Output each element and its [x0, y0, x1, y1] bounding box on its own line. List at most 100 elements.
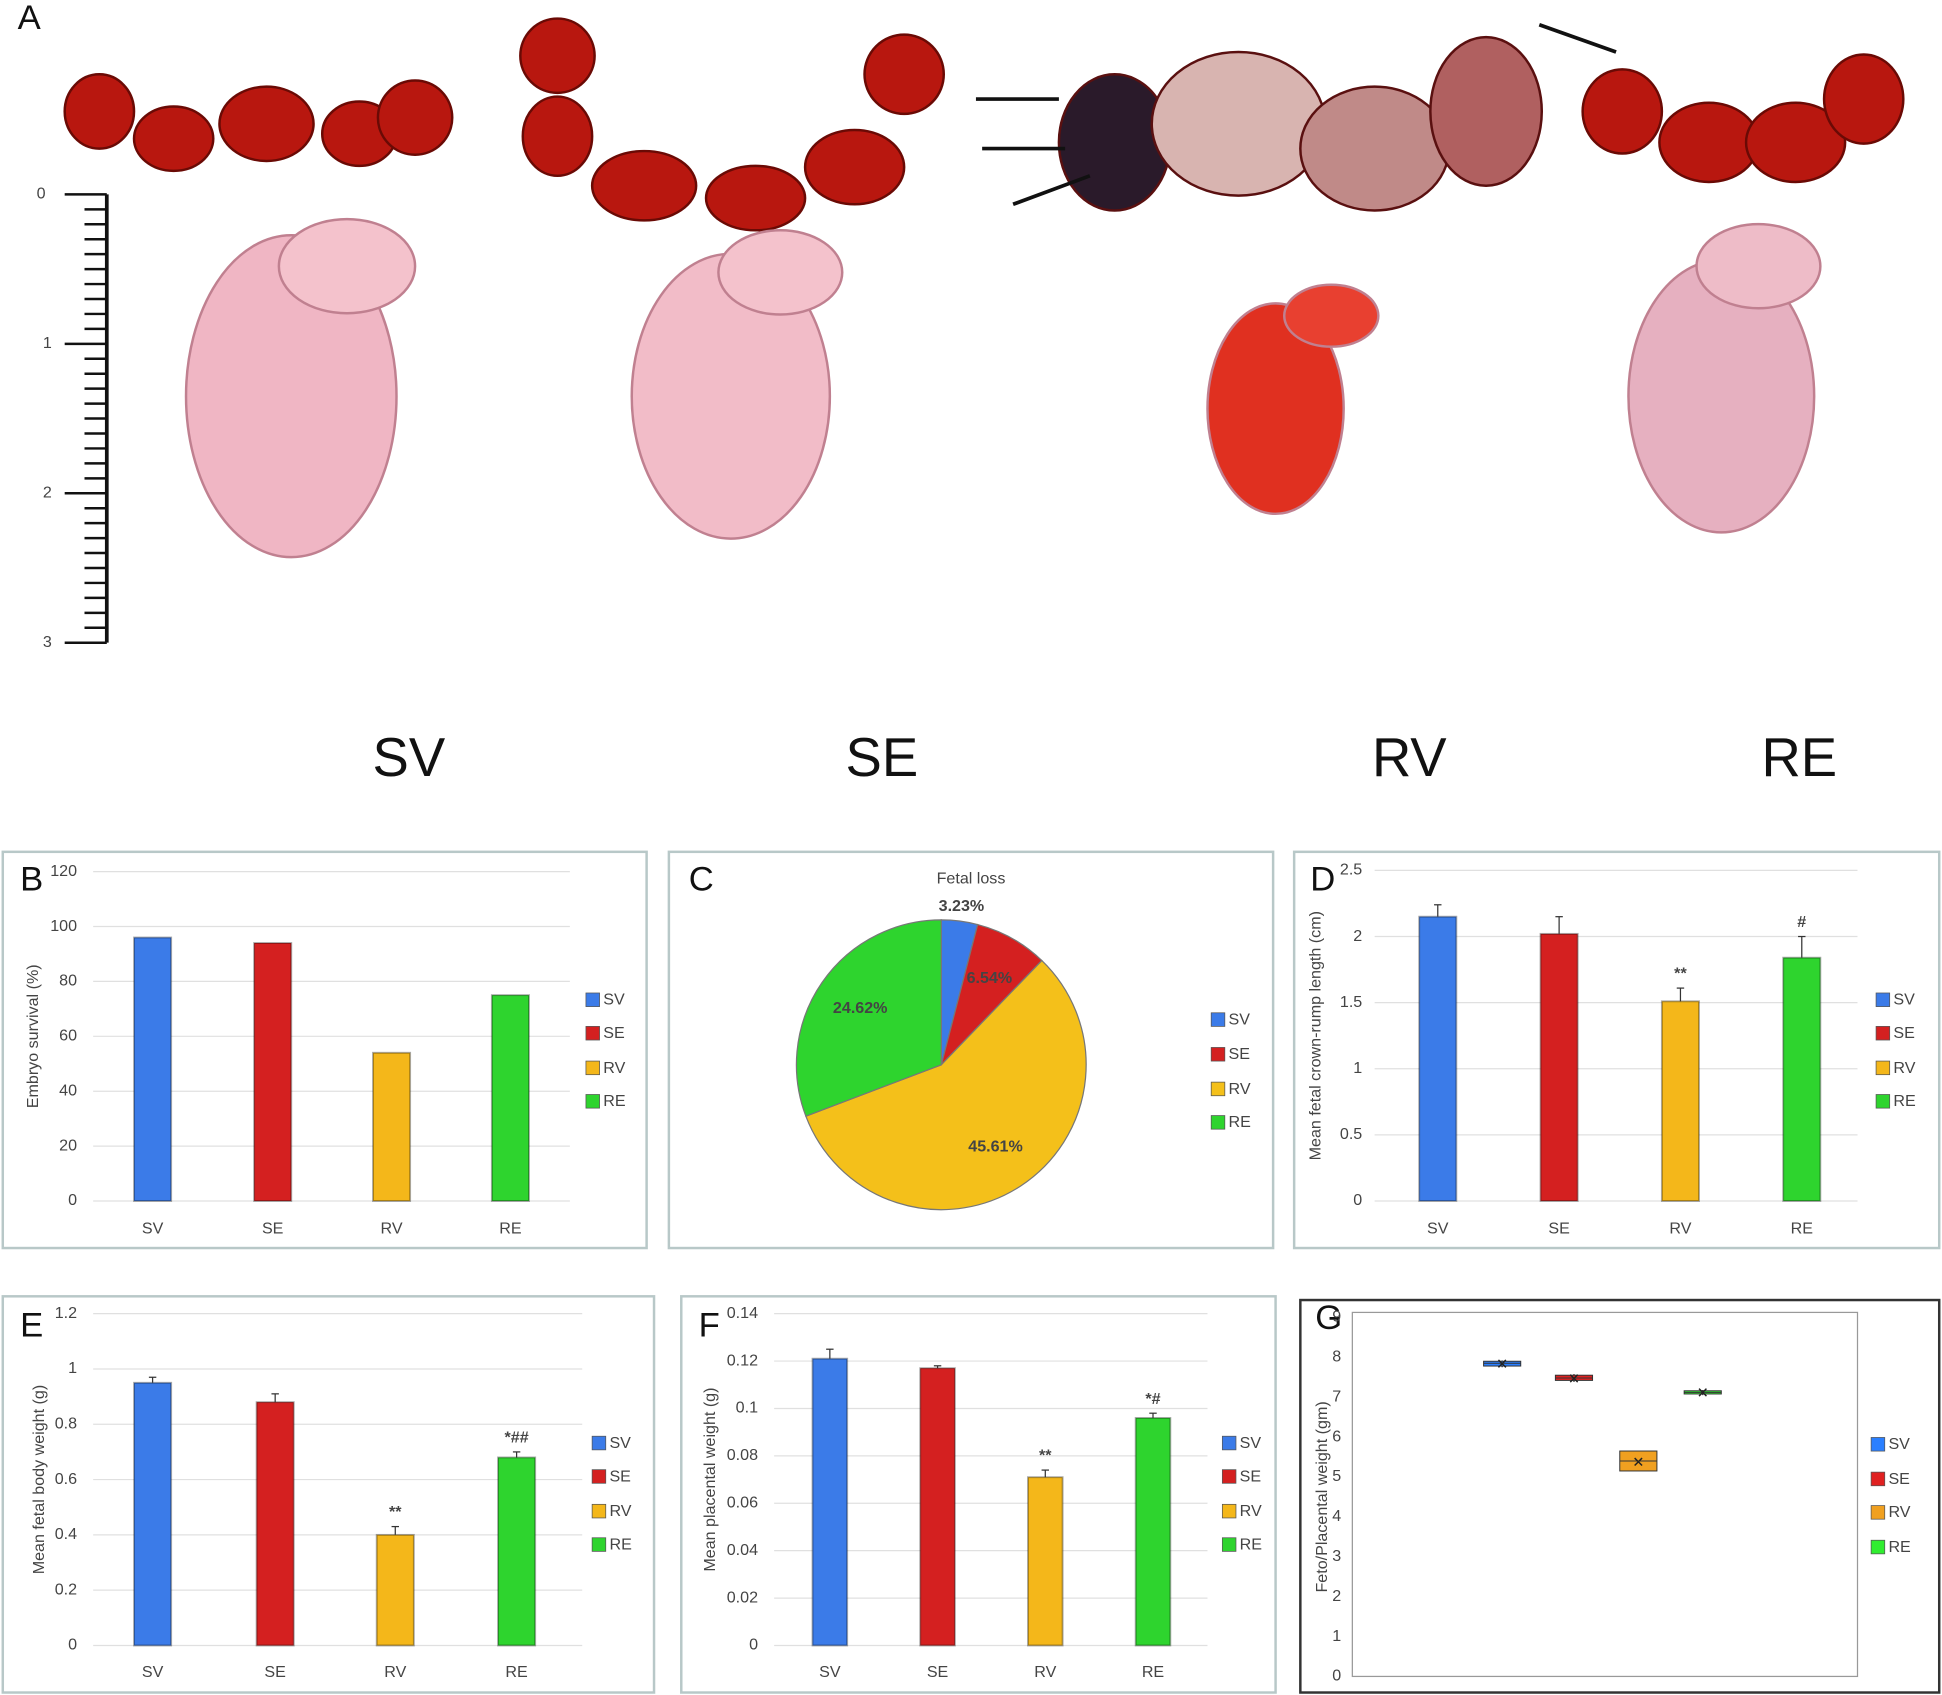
y-tick-label: 5 [1332, 1467, 1341, 1485]
legend-label: RE [609, 1535, 632, 1553]
bar [1134, 1417, 1172, 1647]
pie-slice [795, 919, 942, 1118]
y-tick-label: 0.14 [727, 1304, 758, 1322]
y-tick-label: 0 [749, 1636, 758, 1654]
legend-label: RE [1893, 1092, 1916, 1110]
x-tick-label: SV [142, 1220, 164, 1238]
bar [375, 1533, 415, 1647]
legend-swatch [1221, 1537, 1237, 1552]
arrows [975, 23, 1617, 207]
panel-frame [1, 1295, 656, 1694]
legend-swatch [585, 1060, 600, 1076]
legend-label: RV [609, 1502, 631, 1520]
x-tick-label: SV [142, 1663, 164, 1681]
legend-swatch [1875, 1026, 1891, 1041]
group-label: RV [1372, 727, 1447, 788]
y-tick-label: 60 [59, 1027, 77, 1045]
photo-fetus [184, 217, 1822, 559]
group-label: SV [373, 727, 446, 788]
y-axis-label: Embryo survival (%) [24, 964, 42, 1108]
legend-swatch [1221, 1469, 1237, 1484]
legend-swatch [591, 1503, 607, 1519]
legend-swatch [585, 1094, 600, 1109]
mean-marker [1569, 1374, 1579, 1383]
legend-label: SV [1893, 991, 1915, 1009]
panel-frame [1292, 850, 1941, 1250]
legend-label: SV [1888, 1435, 1910, 1453]
panel-letter: D [1310, 861, 1335, 899]
legend-swatch [1870, 1539, 1886, 1555]
y-tick-label: 4 [1332, 1507, 1341, 1525]
panel-letter: F [699, 1306, 720, 1344]
legend-swatch [1210, 1081, 1226, 1097]
x-tick-label: SE [264, 1663, 286, 1681]
bar [1027, 1476, 1064, 1647]
chart-title: Fetal loss [937, 869, 1006, 887]
bar [253, 942, 293, 1202]
ruler-label: 0 [37, 185, 46, 203]
y-tick-label: 0.04 [727, 1541, 758, 1559]
legend-label: RV [1888, 1503, 1910, 1521]
y-tick-label: 100 [50, 917, 77, 935]
data-label: 45.61% [968, 1137, 1023, 1155]
panel-letter: C [689, 861, 714, 899]
mean-marker [1497, 1359, 1507, 1368]
x-tick-label: SE [262, 1220, 284, 1238]
x-tick-label: RE [1142, 1663, 1165, 1681]
x-tick-label: SV [819, 1663, 841, 1681]
x-tick-label: RE [499, 1220, 522, 1238]
x-tick-label: RE [1791, 1220, 1814, 1238]
legend-label: SV [609, 1434, 631, 1452]
legend-label: RV [1229, 1080, 1251, 1098]
legend-label: RV [1893, 1059, 1915, 1077]
y-tick-label: 1.5 [1340, 993, 1362, 1011]
legend-label: SV [1240, 1434, 1262, 1452]
y-tick-label: 0 [68, 1636, 77, 1654]
y-axis-label: Mean fetal crown-rump length (cm) [1307, 911, 1325, 1160]
ruler-label: 1 [43, 334, 52, 352]
bar [255, 1401, 295, 1647]
panel-frame [1299, 1298, 1941, 1694]
bar [490, 994, 530, 1202]
y-tick-label: 0.12 [727, 1351, 758, 1369]
y-tick-label: 0.1 [736, 1399, 758, 1417]
y-tick-label: 2 [1332, 1587, 1341, 1605]
legend-label: SE [1888, 1470, 1910, 1488]
legend-label: SE [1893, 1024, 1915, 1042]
mean-marker [1634, 1457, 1643, 1467]
annotation: # [1797, 913, 1806, 931]
panel-letter: G [1315, 1299, 1342, 1337]
plot-frame [1351, 1311, 1859, 1678]
y-tick-label: 6 [1332, 1427, 1341, 1445]
y-tick-label: 2.5 [1340, 861, 1362, 879]
photo-uterus-rv [1057, 35, 1544, 212]
y-tick-label: 0 [68, 1191, 77, 1209]
legend-swatch [591, 1469, 607, 1484]
panel-letter: E [20, 1306, 43, 1344]
y-tick-label: 9 [1332, 1308, 1341, 1326]
y-tick-label: 1 [1332, 1627, 1341, 1645]
ruler-label: 2 [43, 484, 52, 502]
x-tick-label: SE [1548, 1220, 1570, 1238]
y-tick-label: 0.8 [55, 1415, 77, 1433]
legend-swatch [1870, 1437, 1886, 1452]
y-tick-label: 0.2 [55, 1580, 77, 1598]
panel-frame [1, 850, 648, 1250]
y-axis-label: Feto/Placental weight (gm) [1313, 1401, 1331, 1592]
legend-swatch [591, 1537, 607, 1552]
y-tick-label: 0.6 [55, 1470, 77, 1488]
data-label: 6.54% [967, 969, 1013, 987]
legend-swatch [1870, 1505, 1886, 1520]
x-tick-label: RE [505, 1663, 528, 1681]
legend-label: RE [603, 1092, 626, 1110]
y-tick-label: 0.08 [727, 1446, 758, 1464]
y-tick-label: 0.4 [55, 1525, 77, 1543]
bar [372, 1051, 412, 1202]
x-tick-label: SV [1427, 1220, 1449, 1238]
y-tick-label: 2 [1353, 927, 1362, 945]
legend-label: SV [1229, 1010, 1251, 1028]
annotation: ** [1039, 1447, 1052, 1465]
y-axis-label: Mean fetal body weight (g) [30, 1385, 48, 1574]
y-tick-label: 0 [1332, 1667, 1341, 1685]
